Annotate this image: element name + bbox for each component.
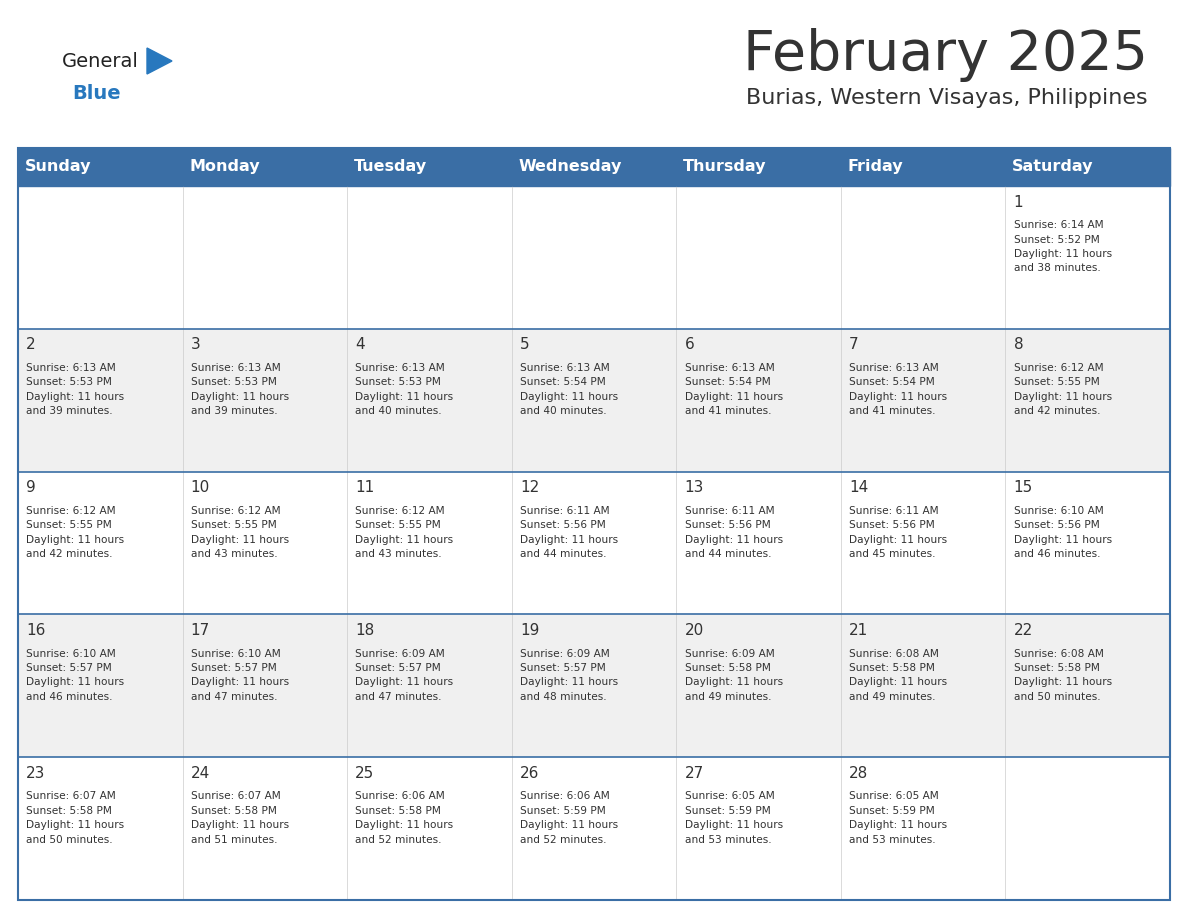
Text: Sunrise: 6:10 AM
Sunset: 5:57 PM
Daylight: 11 hours
and 46 minutes.: Sunrise: 6:10 AM Sunset: 5:57 PM Dayligh… — [26, 649, 125, 702]
Text: Sunrise: 6:13 AM
Sunset: 5:54 PM
Daylight: 11 hours
and 41 minutes.: Sunrise: 6:13 AM Sunset: 5:54 PM Dayligh… — [684, 364, 783, 416]
Text: Sunrise: 6:06 AM
Sunset: 5:59 PM
Daylight: 11 hours
and 52 minutes.: Sunrise: 6:06 AM Sunset: 5:59 PM Dayligh… — [520, 791, 618, 845]
Text: Tuesday: Tuesday — [354, 160, 426, 174]
Text: 21: 21 — [849, 623, 868, 638]
Text: 25: 25 — [355, 766, 374, 781]
Text: 24: 24 — [191, 766, 210, 781]
Text: 14: 14 — [849, 480, 868, 495]
Text: 28: 28 — [849, 766, 868, 781]
Text: 19: 19 — [520, 623, 539, 638]
Text: Sunrise: 6:10 AM
Sunset: 5:57 PM
Daylight: 11 hours
and 47 minutes.: Sunrise: 6:10 AM Sunset: 5:57 PM Dayligh… — [191, 649, 289, 702]
Text: Sunrise: 6:12 AM
Sunset: 5:55 PM
Daylight: 11 hours
and 42 minutes.: Sunrise: 6:12 AM Sunset: 5:55 PM Dayligh… — [26, 506, 125, 559]
Text: 13: 13 — [684, 480, 703, 495]
Text: February 2025: February 2025 — [742, 28, 1148, 82]
Bar — [18, 148, 1170, 186]
Text: Sunrise: 6:09 AM
Sunset: 5:57 PM
Daylight: 11 hours
and 48 minutes.: Sunrise: 6:09 AM Sunset: 5:57 PM Dayligh… — [520, 649, 618, 702]
Text: 4: 4 — [355, 338, 365, 353]
Text: Sunrise: 6:13 AM
Sunset: 5:53 PM
Daylight: 11 hours
and 39 minutes.: Sunrise: 6:13 AM Sunset: 5:53 PM Dayligh… — [26, 364, 125, 416]
Text: 16: 16 — [26, 623, 45, 638]
Text: Sunrise: 6:10 AM
Sunset: 5:56 PM
Daylight: 11 hours
and 46 minutes.: Sunrise: 6:10 AM Sunset: 5:56 PM Dayligh… — [1013, 506, 1112, 559]
Text: 1: 1 — [1013, 195, 1023, 209]
Text: 26: 26 — [520, 766, 539, 781]
Text: Sunrise: 6:08 AM
Sunset: 5:58 PM
Daylight: 11 hours
and 49 minutes.: Sunrise: 6:08 AM Sunset: 5:58 PM Dayligh… — [849, 649, 947, 702]
Text: Sunrise: 6:09 AM
Sunset: 5:58 PM
Daylight: 11 hours
and 49 minutes.: Sunrise: 6:09 AM Sunset: 5:58 PM Dayligh… — [684, 649, 783, 702]
Text: Thursday: Thursday — [683, 160, 766, 174]
Text: 7: 7 — [849, 338, 859, 353]
Text: 6: 6 — [684, 338, 694, 353]
Text: Burias, Western Visayas, Philippines: Burias, Western Visayas, Philippines — [746, 88, 1148, 108]
Text: Sunrise: 6:13 AM
Sunset: 5:53 PM
Daylight: 11 hours
and 40 minutes.: Sunrise: 6:13 AM Sunset: 5:53 PM Dayligh… — [355, 364, 454, 416]
Text: 15: 15 — [1013, 480, 1032, 495]
Text: 17: 17 — [191, 623, 210, 638]
Text: Sunrise: 6:13 AM
Sunset: 5:54 PM
Daylight: 11 hours
and 41 minutes.: Sunrise: 6:13 AM Sunset: 5:54 PM Dayligh… — [849, 364, 947, 416]
Text: Sunrise: 6:12 AM
Sunset: 5:55 PM
Daylight: 11 hours
and 43 minutes.: Sunrise: 6:12 AM Sunset: 5:55 PM Dayligh… — [191, 506, 289, 559]
Bar — [18, 472, 1170, 614]
Text: 8: 8 — [1013, 338, 1023, 353]
Text: Monday: Monday — [189, 160, 260, 174]
Text: General: General — [62, 52, 139, 71]
Text: Sunrise: 6:05 AM
Sunset: 5:59 PM
Daylight: 11 hours
and 53 minutes.: Sunrise: 6:05 AM Sunset: 5:59 PM Dayligh… — [684, 791, 783, 845]
Bar — [18, 186, 1170, 329]
Text: Sunrise: 6:06 AM
Sunset: 5:58 PM
Daylight: 11 hours
and 52 minutes.: Sunrise: 6:06 AM Sunset: 5:58 PM Dayligh… — [355, 791, 454, 845]
Text: 9: 9 — [26, 480, 36, 495]
Bar — [18, 757, 1170, 900]
Text: 2: 2 — [26, 338, 36, 353]
Text: 10: 10 — [191, 480, 210, 495]
Text: Sunrise: 6:09 AM
Sunset: 5:57 PM
Daylight: 11 hours
and 47 minutes.: Sunrise: 6:09 AM Sunset: 5:57 PM Dayligh… — [355, 649, 454, 702]
Polygon shape — [147, 48, 172, 74]
Text: Sunrise: 6:07 AM
Sunset: 5:58 PM
Daylight: 11 hours
and 51 minutes.: Sunrise: 6:07 AM Sunset: 5:58 PM Dayligh… — [191, 791, 289, 845]
Text: Sunday: Sunday — [25, 160, 91, 174]
Text: Sunrise: 6:08 AM
Sunset: 5:58 PM
Daylight: 11 hours
and 50 minutes.: Sunrise: 6:08 AM Sunset: 5:58 PM Dayligh… — [1013, 649, 1112, 702]
Text: Sunrise: 6:12 AM
Sunset: 5:55 PM
Daylight: 11 hours
and 42 minutes.: Sunrise: 6:12 AM Sunset: 5:55 PM Dayligh… — [1013, 364, 1112, 416]
Text: 11: 11 — [355, 480, 374, 495]
Text: Sunrise: 6:12 AM
Sunset: 5:55 PM
Daylight: 11 hours
and 43 minutes.: Sunrise: 6:12 AM Sunset: 5:55 PM Dayligh… — [355, 506, 454, 559]
Text: 5: 5 — [520, 338, 530, 353]
Text: Sunrise: 6:11 AM
Sunset: 5:56 PM
Daylight: 11 hours
and 45 minutes.: Sunrise: 6:11 AM Sunset: 5:56 PM Dayligh… — [849, 506, 947, 559]
Text: Friday: Friday — [847, 160, 903, 174]
Text: Sunrise: 6:11 AM
Sunset: 5:56 PM
Daylight: 11 hours
and 44 minutes.: Sunrise: 6:11 AM Sunset: 5:56 PM Dayligh… — [520, 506, 618, 559]
Text: 27: 27 — [684, 766, 703, 781]
Bar — [18, 148, 1170, 900]
Text: 23: 23 — [26, 766, 45, 781]
Text: 22: 22 — [1013, 623, 1032, 638]
Bar — [18, 614, 1170, 757]
Text: Saturday: Saturday — [1012, 160, 1093, 174]
Text: 3: 3 — [191, 338, 201, 353]
Text: 20: 20 — [684, 623, 703, 638]
Text: Sunrise: 6:07 AM
Sunset: 5:58 PM
Daylight: 11 hours
and 50 minutes.: Sunrise: 6:07 AM Sunset: 5:58 PM Dayligh… — [26, 791, 125, 845]
Text: Sunrise: 6:13 AM
Sunset: 5:54 PM
Daylight: 11 hours
and 40 minutes.: Sunrise: 6:13 AM Sunset: 5:54 PM Dayligh… — [520, 364, 618, 416]
Text: 18: 18 — [355, 623, 374, 638]
Text: Sunrise: 6:13 AM
Sunset: 5:53 PM
Daylight: 11 hours
and 39 minutes.: Sunrise: 6:13 AM Sunset: 5:53 PM Dayligh… — [191, 364, 289, 416]
Text: Blue: Blue — [72, 84, 121, 103]
Text: Sunrise: 6:14 AM
Sunset: 5:52 PM
Daylight: 11 hours
and 38 minutes.: Sunrise: 6:14 AM Sunset: 5:52 PM Dayligh… — [1013, 220, 1112, 274]
Text: Sunrise: 6:11 AM
Sunset: 5:56 PM
Daylight: 11 hours
and 44 minutes.: Sunrise: 6:11 AM Sunset: 5:56 PM Dayligh… — [684, 506, 783, 559]
Text: Wednesday: Wednesday — [518, 160, 621, 174]
Text: Sunrise: 6:05 AM
Sunset: 5:59 PM
Daylight: 11 hours
and 53 minutes.: Sunrise: 6:05 AM Sunset: 5:59 PM Dayligh… — [849, 791, 947, 845]
Bar — [18, 329, 1170, 472]
Text: 12: 12 — [520, 480, 539, 495]
